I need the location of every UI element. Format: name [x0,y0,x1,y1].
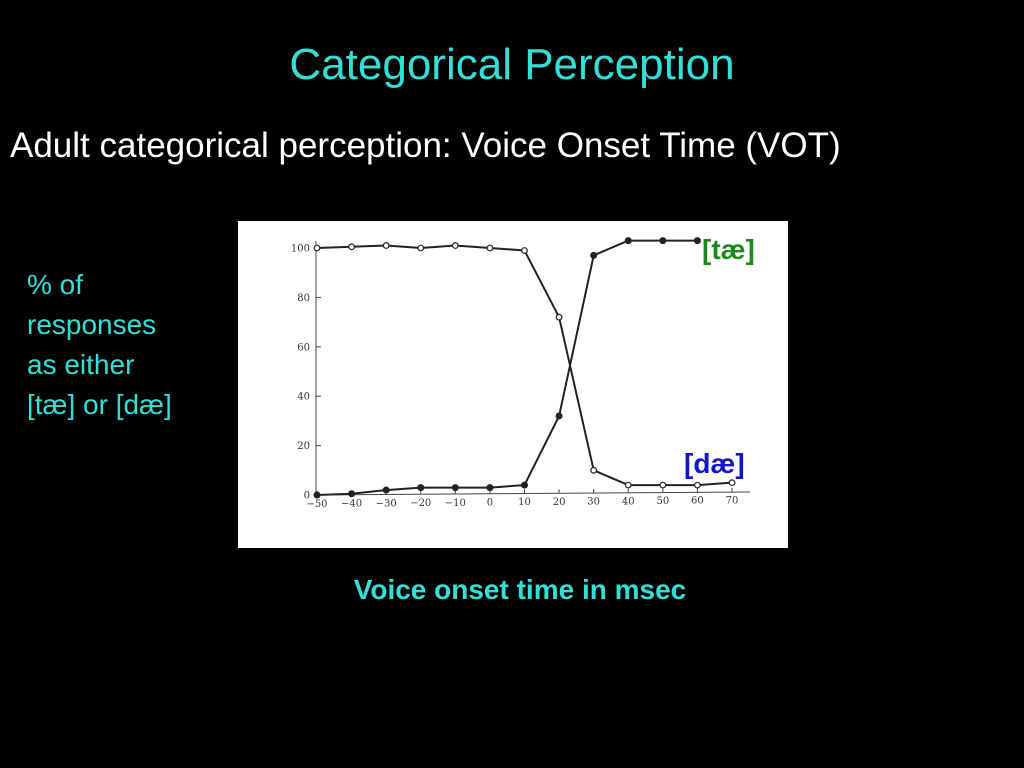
x-tick-label-2: −30 [376,498,397,509]
series-0-point-0 [313,244,321,252]
x-tick-label-8: 30 [587,497,600,508]
series-1-point-6 [521,481,528,489]
x-axis-line [315,491,751,496]
series-1-point-4 [451,484,459,492]
series-0-point-9 [624,481,632,489]
slide-subtitle: Adult categorical perception: Voice Onse… [10,126,841,165]
series-line-0 [316,244,733,487]
y-axis-label-line-4: [tæ] or [dæ] [27,389,172,420]
x-tick-label-6: 10 [518,497,531,508]
x-tick-label-12: 70 [726,495,739,506]
series-1-point-3 [417,484,425,492]
y-axis-label-line-2: responses [27,309,157,340]
series-1-point-10 [659,237,667,245]
y-tick-label-80: 80 [297,293,310,304]
y-tick-label-40: 40 [297,392,310,403]
series-1-point-5 [486,484,494,492]
series-1-point-9 [624,237,632,245]
series-0-point-8 [590,466,598,474]
series-1-point-7 [555,412,563,420]
series-label-tae: [tæ] [702,234,755,265]
series-0-point-4 [451,242,459,249]
series-0-point-5 [486,244,494,252]
x-tick-label-3: −20 [410,498,431,509]
series-0-point-6 [521,247,528,254]
series-1-point-0 [313,491,321,499]
x-tick-label-9: 40 [622,496,635,507]
series-0-point-3 [417,244,425,252]
series-label-dae: [dæ] [684,448,745,479]
series-1-point-2 [382,486,390,494]
x-tick-label-1: −40 [341,499,362,510]
y-tick-label-100: 100 [291,244,310,255]
slide-title: Categorical Perception [289,40,735,89]
y-tick-label-20: 20 [297,441,310,452]
x-tick-label-11: 60 [691,496,704,507]
series-0-point-11 [694,481,701,489]
y-axis-label-line-1: % of [27,269,84,300]
series-1-point-1 [348,490,356,498]
y-tick-label-0: 0 [304,491,310,502]
x-tick-label-4: −10 [445,498,466,509]
series-1-point-8 [590,251,598,259]
series-line-1 [316,239,698,496]
x-tick-label-10: 50 [656,496,669,507]
x-tick-label-0: −50 [306,499,327,510]
x-tick-label-5: 0 [487,498,493,509]
series-0-point-10 [659,481,667,489]
series-0-point-1 [348,243,355,251]
y-axis-label-line-3: as either [27,349,135,380]
series-0-point-7 [555,313,563,321]
y-tick-label-60: 60 [297,342,310,353]
series-0-point-12 [728,479,736,487]
y-axis-label: % of responses as either [tæ] or [dæ] [27,265,227,425]
series-1-point-11 [693,237,701,245]
x-axis-label: Voice onset time in msec [353,574,687,605]
x-tick-label-7: 20 [553,497,566,508]
chart-panel: 0 20 40 60 80 100 −50 −40 −30 −20 −10 0 10 20 30 40 50 60… [238,221,788,548]
series-0-point-2 [382,242,390,249]
vot-line-chart: 0 20 40 60 80 100 −50 −40 −30 −20 −10 0 10 20 30 40 50 60… [291,237,751,510]
